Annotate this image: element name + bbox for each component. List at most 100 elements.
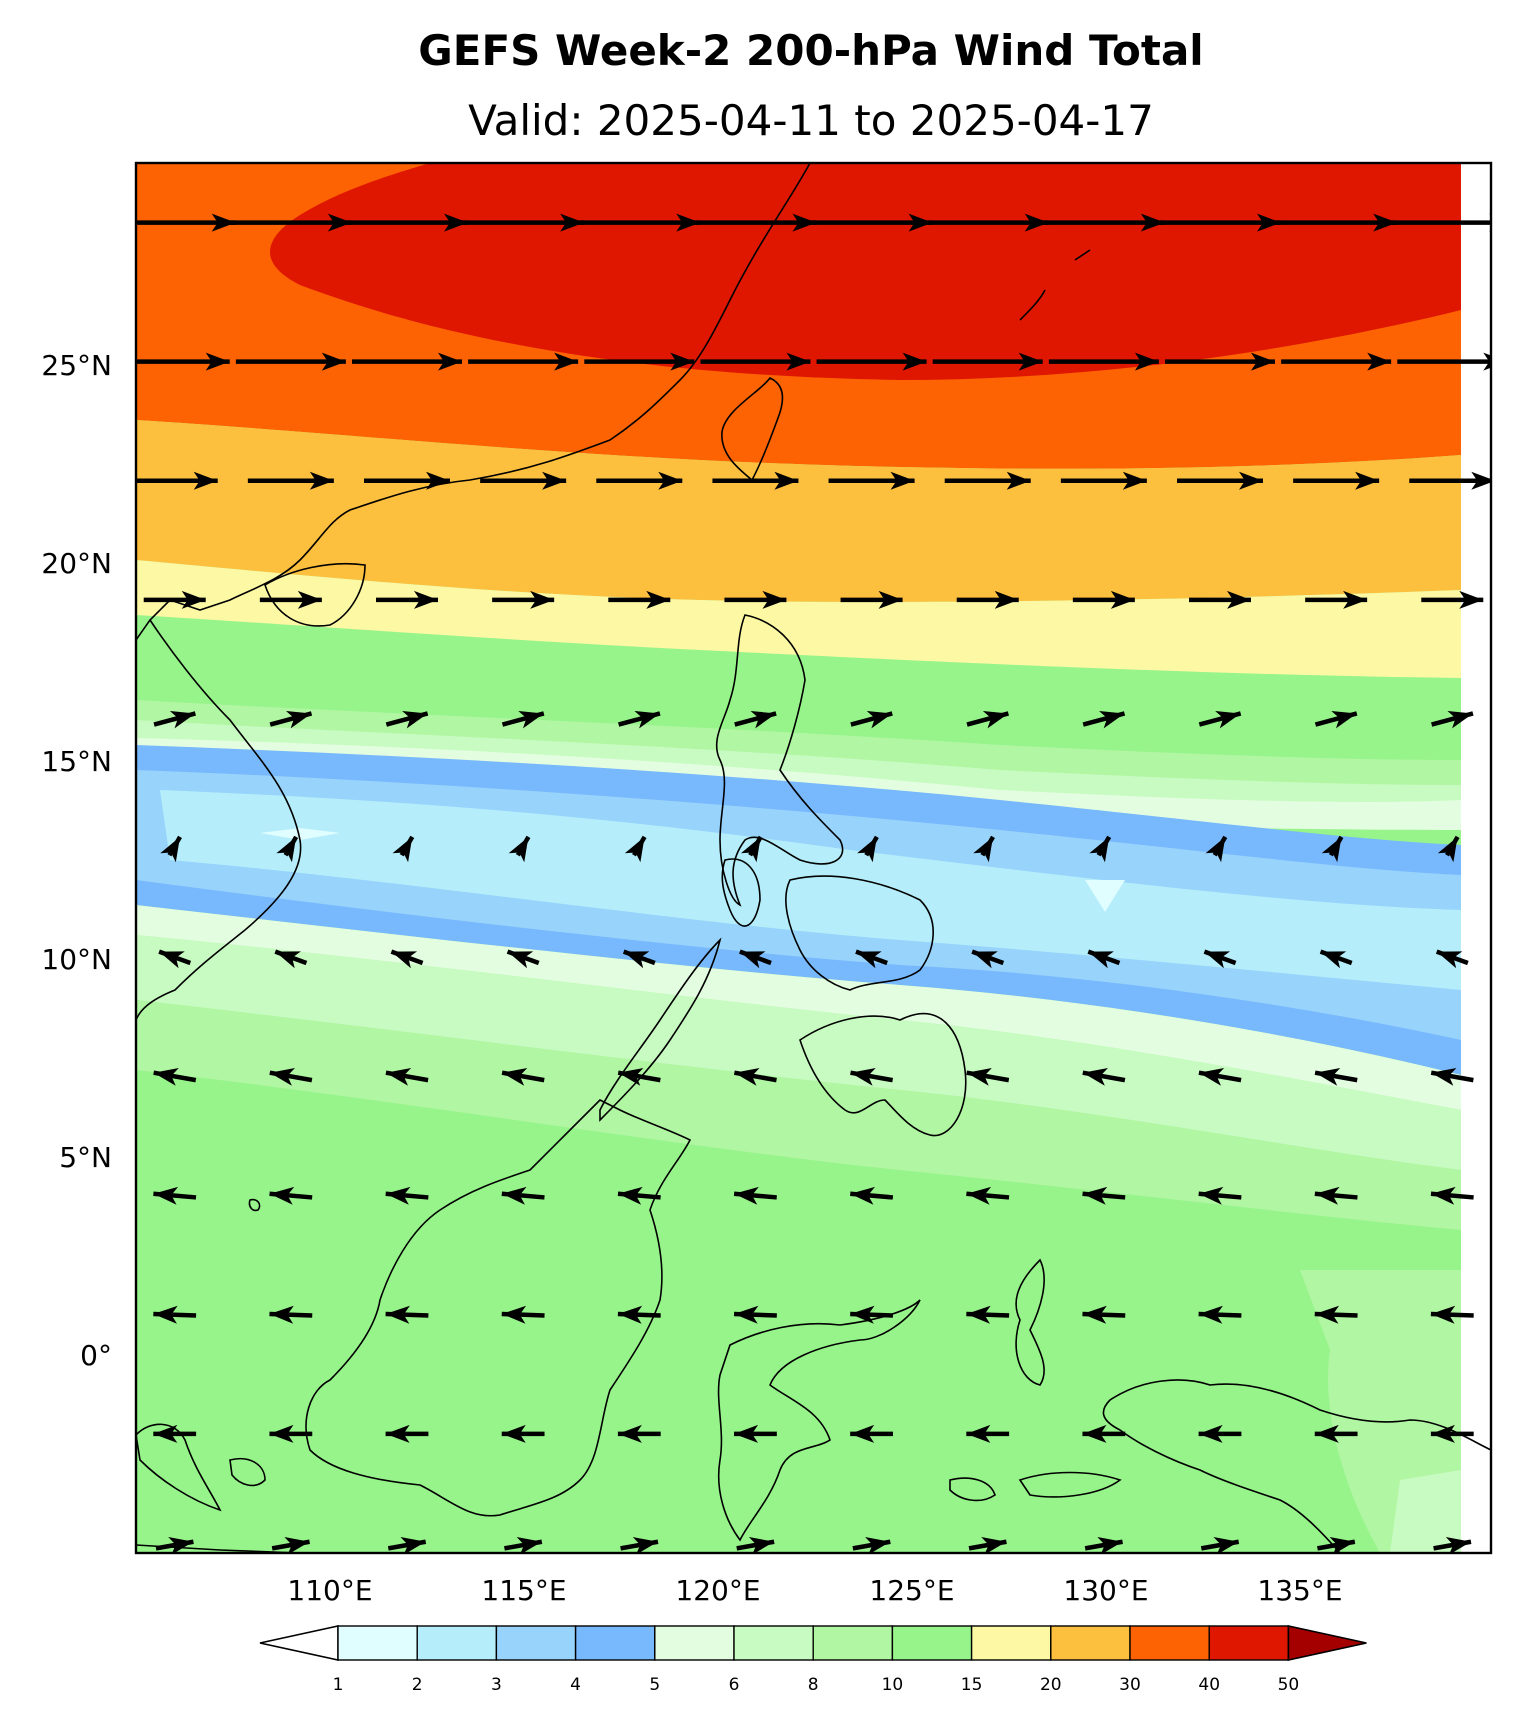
wind-vector-head xyxy=(1140,213,1165,232)
wind-vector-head xyxy=(1489,213,1491,232)
wind-vector xyxy=(506,949,540,969)
wind-vector xyxy=(850,710,893,729)
coast-buru xyxy=(949,1477,996,1502)
wind-vector-head xyxy=(762,590,787,609)
wind-vector-head xyxy=(269,1186,295,1205)
wind-vector-head xyxy=(973,836,994,863)
wind-vector xyxy=(1198,710,1242,729)
wind-vector-head xyxy=(438,352,462,371)
wind-vector xyxy=(734,710,777,729)
wind-vector xyxy=(385,1424,429,1443)
wind-vector-head xyxy=(750,710,777,729)
coast-visayas xyxy=(785,875,934,991)
colorbar-swatch xyxy=(495,1625,577,1661)
map-frame xyxy=(134,161,1493,1555)
coast-hainan xyxy=(264,562,366,627)
wind-vector-head xyxy=(786,352,811,371)
wind-vector xyxy=(724,590,787,609)
colorbar-swatch xyxy=(337,1625,418,1661)
wind-vector xyxy=(850,1305,894,1324)
wind-vector xyxy=(622,949,656,969)
wind-vector xyxy=(1189,590,1251,609)
wind-vector xyxy=(153,1424,197,1443)
wind-vector xyxy=(269,1305,313,1324)
wind-vector xyxy=(1082,1068,1126,1086)
wind-vector xyxy=(235,352,346,371)
wind-vector xyxy=(971,949,1005,969)
wind-vector-head xyxy=(623,951,650,969)
wind-vector xyxy=(269,1424,313,1443)
wind-vector xyxy=(501,1186,545,1205)
wind-vector-head xyxy=(168,1537,194,1553)
wind-vector xyxy=(155,1537,194,1553)
wind-vector-head xyxy=(516,1537,542,1553)
coast-borneo xyxy=(305,1099,692,1517)
wind-vector-head xyxy=(501,1305,527,1324)
wind-vector xyxy=(852,1537,891,1553)
wind-speed-shading xyxy=(136,163,1491,1553)
wind-vector-head xyxy=(530,590,555,609)
coast-halmahera xyxy=(1015,1258,1045,1386)
wind-vector xyxy=(1437,835,1460,863)
colorbar-tick-label: 30 xyxy=(1119,1675,1141,1695)
wind-vector-head xyxy=(902,352,927,371)
wind-vector-head xyxy=(1213,1537,1239,1553)
wind-vector xyxy=(259,590,322,609)
wind-vector-head xyxy=(1198,1186,1224,1205)
wind-vector xyxy=(966,710,1009,729)
wind-vector-head xyxy=(850,1068,876,1086)
wind-vector xyxy=(1421,590,1484,609)
colorbar-tick-label: 2 xyxy=(412,1675,423,1695)
wind-vector xyxy=(1321,835,1344,863)
wind-vector-head xyxy=(385,1305,410,1324)
wind-vector xyxy=(376,590,438,609)
wind-vector-head xyxy=(1430,1186,1456,1205)
wind-vector xyxy=(158,949,192,969)
wind-vector xyxy=(346,213,468,232)
wind-vector xyxy=(956,590,1019,609)
wind-vector xyxy=(468,352,579,371)
wind-vector-head xyxy=(739,951,766,969)
wind-vector xyxy=(1314,1305,1358,1324)
wind-vector xyxy=(816,352,927,371)
wind-vector-head xyxy=(1110,590,1135,609)
wind-vector-head xyxy=(1122,471,1147,490)
wind-vector-head xyxy=(309,471,334,490)
wind-vector-head xyxy=(507,951,534,969)
wind-vector-head xyxy=(617,1305,643,1324)
wind-vector-head xyxy=(734,1424,759,1443)
wind-vector-head xyxy=(1320,951,1347,969)
colorbar-tick-label: 15 xyxy=(961,1675,983,1695)
wind-vector xyxy=(501,1305,545,1324)
wind-vector-head xyxy=(966,1424,991,1443)
wind-vector-head xyxy=(400,1537,426,1553)
wind-vector xyxy=(136,213,236,232)
wind-vector-head xyxy=(1018,352,1043,371)
wind-vector-head xyxy=(1329,1537,1355,1553)
wind-vector xyxy=(1203,949,1237,969)
wind-vector xyxy=(1089,835,1112,863)
colorbar-tick-label: 20 xyxy=(1040,1675,1062,1695)
wind-vector xyxy=(1082,1424,1126,1443)
shade-8-10-south xyxy=(136,1000,1461,1230)
wind-vector-head xyxy=(850,1424,875,1443)
lon-tick-label-110e: 110°E xyxy=(287,1574,372,1607)
wind-vector-head xyxy=(181,590,206,609)
wind-vector xyxy=(385,1305,429,1324)
wind-vector xyxy=(1198,1186,1242,1205)
wind-vector-head xyxy=(1430,1424,1455,1443)
wind-vector-head xyxy=(1215,710,1241,729)
wind-vector xyxy=(387,1537,427,1553)
wind-vector xyxy=(504,1537,543,1553)
wind-vector-head xyxy=(982,710,1009,729)
wind-vector-head xyxy=(966,1186,992,1205)
coast-mindoro xyxy=(721,858,761,927)
colorbar-tick-label: 50 xyxy=(1278,1675,1300,1695)
lat-tick-label-10n: 10°N xyxy=(41,943,112,976)
colorbar-swatch xyxy=(891,1625,973,1661)
shade-6-8-north xyxy=(136,720,1461,810)
wind-vector xyxy=(392,835,415,863)
wind-vector xyxy=(624,835,647,863)
wind-vector-head xyxy=(774,471,799,490)
wind-vector xyxy=(850,1424,893,1443)
